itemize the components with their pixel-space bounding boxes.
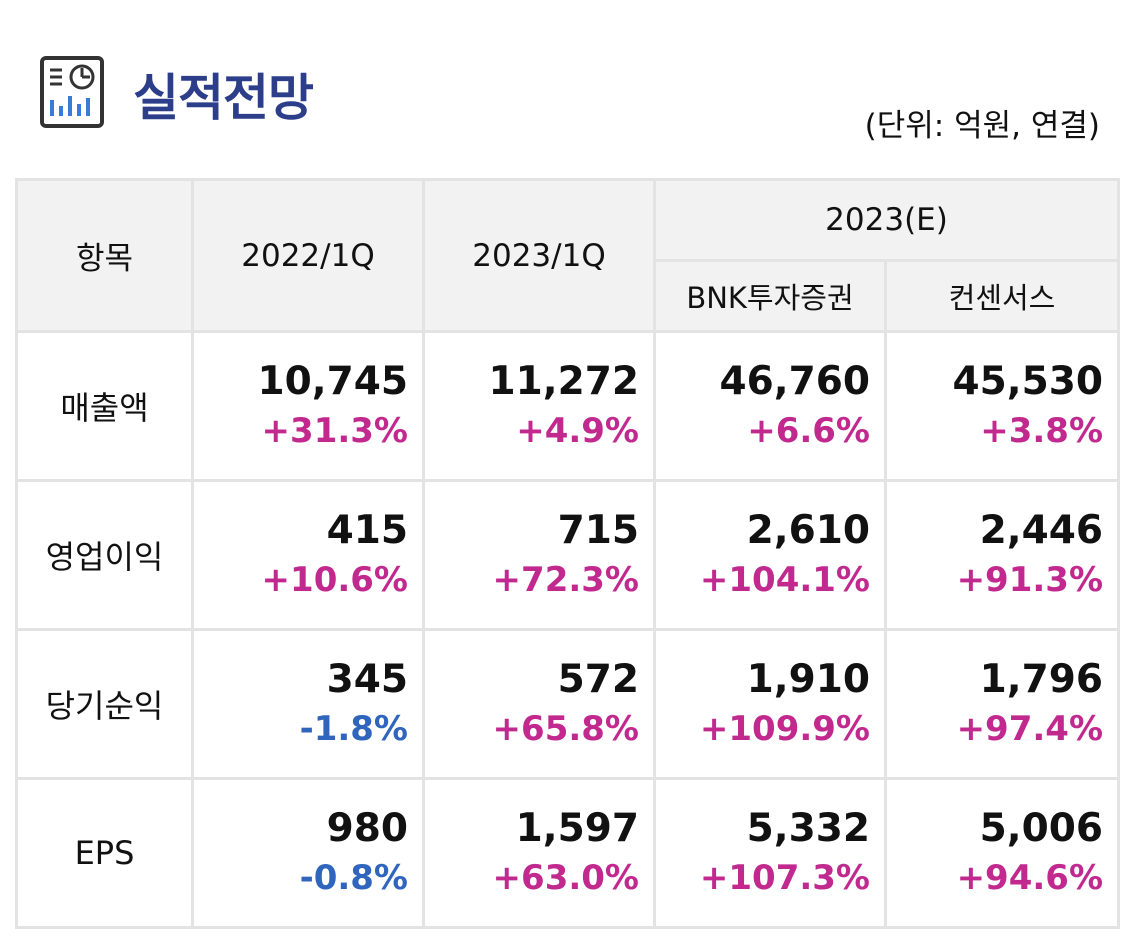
cell-change: +104.1% [699, 559, 870, 600]
row-label-net-income: 당기순익 [15, 628, 194, 780]
report-chart-icon [40, 56, 104, 128]
table-cell: 2,610 +104.1% [653, 479, 887, 631]
row-label-revenue: 매출액 [15, 330, 194, 482]
cell-value: 11,272 [488, 358, 640, 404]
page-title: 실적전망 [133, 69, 314, 127]
cell-change: +3.8% [980, 410, 1104, 451]
cell-change: -1.8% [299, 708, 408, 749]
table-cell: 11,272 +4.9% [422, 330, 656, 482]
cell-value: 10,745 [257, 358, 409, 404]
table-cell: 980 -0.8% [191, 777, 425, 929]
unit-note: (단위: 억원, 연결) [864, 108, 1100, 144]
col-header-2022-1q: 2022/1Q [191, 178, 425, 333]
header: 실적전망 (단위: 억원, 연결) [0, 0, 1125, 178]
col-header-consensus: 컨센서스 [883, 259, 1121, 333]
cell-value: 46,760 [719, 358, 871, 404]
cell-value: 2,610 [746, 507, 870, 553]
cell-change: +72.3% [492, 559, 639, 600]
table-cell: 45,530 +3.8% [883, 330, 1121, 482]
cell-change: -0.8% [299, 857, 408, 898]
table-cell: 2,446 +91.3% [883, 479, 1121, 631]
cell-value: 715 [557, 507, 639, 553]
cell-value: 45,530 [952, 358, 1104, 404]
table-row: EPS 980 -0.8% 1,597 +63.0% 5,332 +107.3% 5,… [15, 777, 1121, 929]
cell-change: +6.6% [747, 410, 870, 451]
cell-value: 415 [326, 507, 408, 553]
table-cell: 1,796 +97.4% [883, 628, 1121, 780]
cell-change: +4.9% [516, 410, 639, 451]
col-header-2023e: 2023(E) [652, 178, 1121, 262]
cell-value: 1,796 [979, 656, 1104, 702]
cell-change: +109.9% [699, 708, 870, 749]
table-row: 당기순익 345 -1.8% 572 +65.8% 1,910 +109.9% 1,7… [15, 628, 1121, 780]
table-row: 영업이익 415 +10.6% 715 +72.3% 2,610 +104.1% 2,… [15, 479, 1121, 631]
table-cell: 715 +72.3% [422, 479, 656, 631]
table-cell: 10,745 +31.3% [191, 330, 425, 482]
cell-change: +65.8% [492, 708, 639, 749]
cell-change: +31.3% [261, 410, 408, 451]
table-cell: 5,006 +94.6% [883, 777, 1121, 929]
table-cell: 1,597 +63.0% [422, 777, 656, 929]
row-label-operating-profit: 영업이익 [15, 479, 194, 631]
cell-value: 5,332 [746, 805, 870, 851]
cell-change: +107.3% [699, 857, 870, 898]
cell-value: 2,446 [979, 507, 1104, 553]
table-cell: 345 -1.8% [191, 628, 425, 780]
cell-value: 1,910 [746, 656, 870, 702]
col-header-2023-1q: 2023/1Q [422, 178, 656, 333]
table-cell: 5,332 +107.3% [653, 777, 887, 929]
earnings-forecast-table: 항목 2022/1Q 2023/1Q 2023(E) BNK투자증권 컨센서스 … [15, 178, 1121, 929]
table-cell: 1,910 +109.9% [653, 628, 887, 780]
col-header-bnk: BNK투자증권 [653, 259, 887, 333]
cell-value: 980 [326, 805, 408, 851]
cell-change: +10.6% [261, 559, 408, 600]
cell-value: 5,006 [979, 805, 1104, 851]
table-row: 매출액 10,745 +31.3% 11,272 +4.9% 46,760 +6.6%… [15, 330, 1121, 482]
cell-value: 572 [557, 656, 639, 702]
cell-change: +63.0% [492, 857, 639, 898]
row-label-eps: EPS [15, 777, 194, 929]
table-cell: 415 +10.6% [191, 479, 425, 631]
table-cell: 46,760 +6.6% [653, 330, 887, 482]
cell-value: 345 [326, 656, 408, 702]
cell-value: 1,597 [515, 805, 639, 851]
cell-change: +94.6% [956, 857, 1104, 898]
cell-change: +91.3% [956, 559, 1104, 600]
col-header-item: 항목 [15, 178, 194, 333]
cell-change: +97.4% [956, 708, 1104, 749]
table-cell: 572 +65.8% [422, 628, 656, 780]
